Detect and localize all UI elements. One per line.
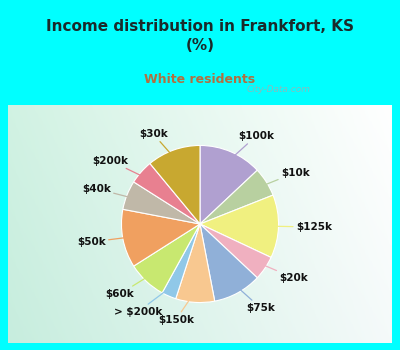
Wedge shape [200,146,257,224]
Text: $40k: $40k [82,184,138,199]
Wedge shape [122,209,200,266]
Text: $200k: $200k [92,156,150,180]
Wedge shape [134,224,200,293]
Wedge shape [200,224,257,301]
Text: City-Data.com: City-Data.com [247,85,311,94]
Wedge shape [123,182,200,224]
Text: $20k: $20k [255,261,308,283]
Wedge shape [200,195,278,258]
Text: $60k: $60k [106,273,154,299]
Wedge shape [134,163,200,224]
Wedge shape [150,146,200,224]
Wedge shape [200,170,273,224]
Text: $50k: $50k [77,237,135,247]
Text: $150k: $150k [158,290,196,325]
Text: Income distribution in Frankfort, KS
(%): Income distribution in Frankfort, KS (%) [46,19,354,52]
Text: $30k: $30k [139,129,178,161]
Text: White residents: White residents [144,73,256,86]
Wedge shape [200,224,271,278]
Text: $10k: $10k [256,168,310,188]
Wedge shape [176,224,215,302]
Wedge shape [162,224,200,299]
Text: > $200k: > $200k [114,285,174,317]
Text: $125k: $125k [266,222,332,232]
Text: $100k: $100k [226,131,274,163]
Text: $75k: $75k [232,282,275,313]
